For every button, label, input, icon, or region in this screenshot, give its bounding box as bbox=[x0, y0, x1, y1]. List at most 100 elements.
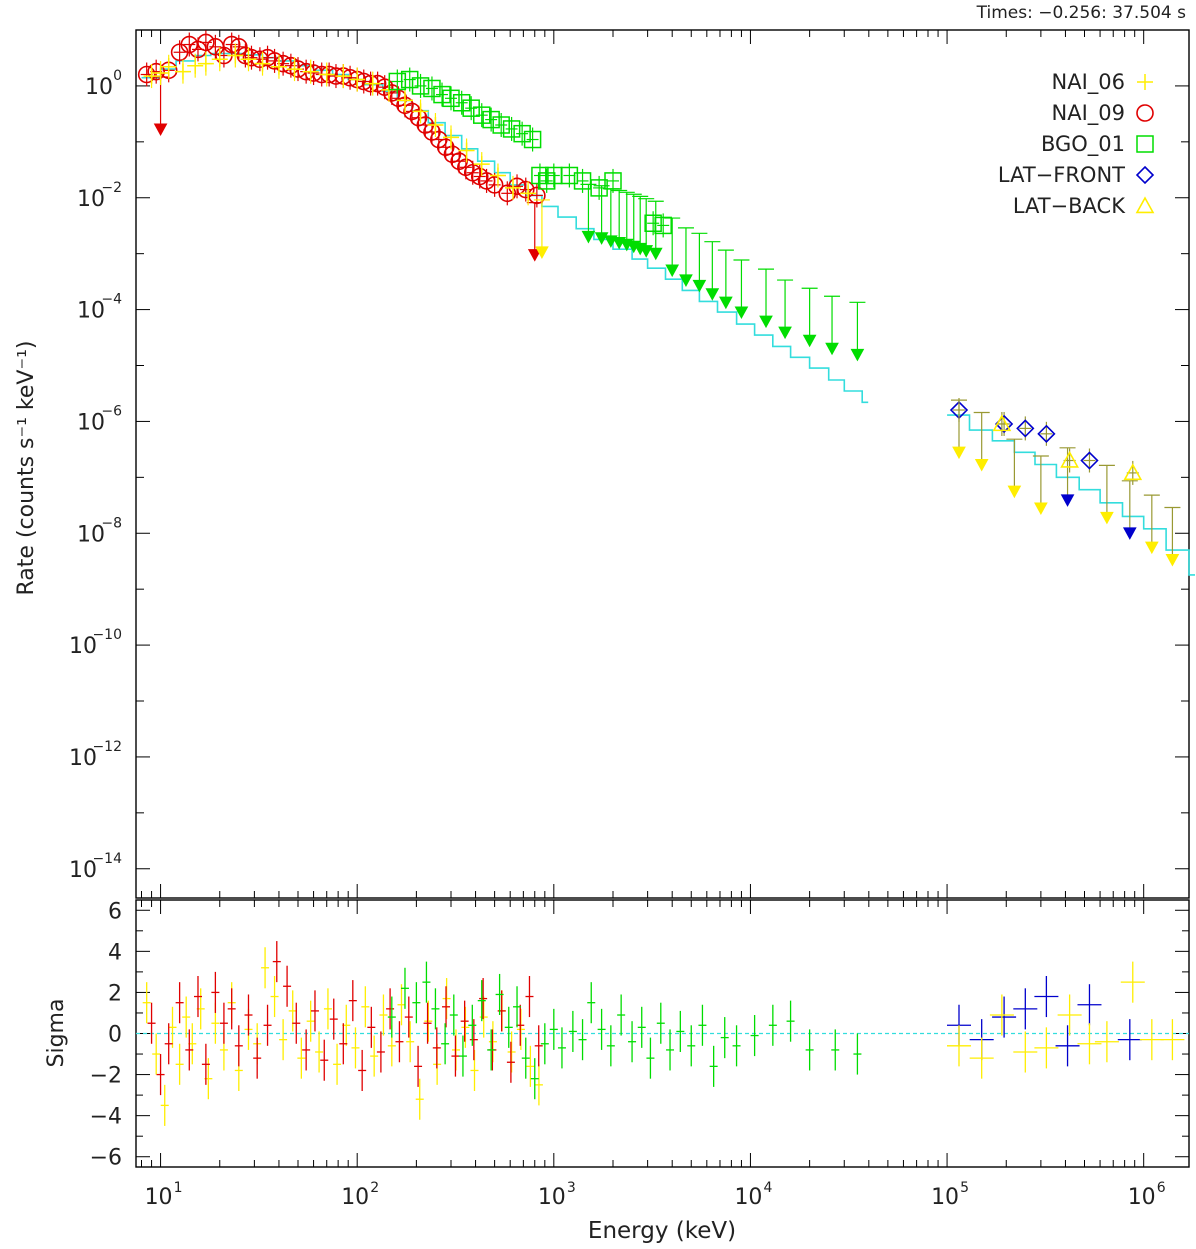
lat-front-upper-limit bbox=[1060, 494, 1075, 507]
bgo-01-point bbox=[462, 99, 480, 117]
nai-09-point bbox=[147, 62, 165, 81]
bgo-01-point bbox=[423, 79, 441, 98]
nai-09-point bbox=[137, 65, 156, 84]
y-axis-title-sigma: Sigma bbox=[44, 999, 69, 1068]
nai-06-point bbox=[240, 51, 257, 68]
lat-front-point bbox=[1016, 419, 1035, 438]
legend-marker bbox=[1136, 104, 1154, 122]
nai-06-point bbox=[174, 63, 191, 80]
spectrum-frame bbox=[135, 29, 1190, 899]
nai-06-point bbox=[318, 66, 335, 83]
bgo-01-point bbox=[492, 116, 510, 134]
nai-06-point bbox=[520, 185, 537, 202]
nai-06-point bbox=[143, 68, 160, 85]
y-tick-label: 10 bbox=[77, 187, 105, 212]
y-tick-label-exp: −8 bbox=[101, 515, 122, 531]
bgo-01-point bbox=[502, 120, 521, 138]
nai-09-point bbox=[389, 89, 408, 108]
x-tick-label: 10 bbox=[734, 1185, 762, 1210]
bgo-01-upper-limit bbox=[719, 296, 733, 310]
y-tick-label: 4 bbox=[108, 940, 122, 965]
bgo-01-upper-limit bbox=[825, 342, 839, 356]
bgo-01-point bbox=[411, 77, 430, 95]
nai-06-point bbox=[504, 179, 521, 196]
y-tick-label-exp: −2 bbox=[101, 180, 122, 196]
legend-marker bbox=[1136, 135, 1154, 153]
nai-06-point bbox=[412, 103, 429, 120]
x-tick-label-exp: 3 bbox=[567, 1180, 576, 1196]
x-tick-label: 10 bbox=[538, 1185, 566, 1210]
y-tick-label: −2 bbox=[90, 1064, 122, 1089]
bgo-01-point bbox=[452, 94, 471, 112]
nai-06-point bbox=[458, 142, 475, 159]
nai-09-point bbox=[443, 145, 462, 164]
bgo-01-upper-limit bbox=[778, 326, 792, 340]
x-tick-label: 10 bbox=[931, 1185, 959, 1210]
bgo-01-upper-limit bbox=[802, 334, 817, 348]
y-tick-label: 2 bbox=[108, 981, 122, 1006]
y-tick-label-exp: −12 bbox=[92, 739, 122, 755]
nai-06-point bbox=[160, 58, 177, 75]
nai-06-point bbox=[227, 47, 244, 64]
nai-06-point bbox=[427, 117, 444, 134]
lat-back-upper-limit bbox=[952, 446, 966, 460]
legend-label: BGO_01 bbox=[1041, 132, 1125, 157]
nai-09-point bbox=[383, 84, 401, 102]
bgo-01-upper-limit bbox=[679, 274, 693, 287]
lat-front-upper-limit bbox=[1122, 527, 1137, 540]
nai-06-point bbox=[302, 63, 319, 80]
y-tick-label: 10 bbox=[69, 746, 97, 771]
lat-back-upper-limit bbox=[1144, 541, 1159, 555]
bgo-01-point bbox=[482, 110, 500, 129]
bgo-01-upper-limit bbox=[665, 264, 680, 278]
y-tick-label: 10 bbox=[77, 299, 105, 324]
y-tick-label-exp: −4 bbox=[101, 292, 122, 308]
y-tick-label-exp: −10 bbox=[92, 627, 122, 643]
lat-back-upper-limit bbox=[1100, 511, 1114, 525]
bgo-01-point bbox=[644, 214, 662, 232]
bgo-01-point bbox=[537, 172, 556, 190]
bgo-01-upper-limit bbox=[648, 247, 663, 261]
bgo-01-upper-limit bbox=[759, 315, 773, 329]
x-axis-title: Energy (keV) bbox=[588, 1218, 736, 1244]
nai-09-point bbox=[516, 180, 535, 199]
bgo-01-point bbox=[472, 106, 491, 124]
bgo-01-point bbox=[433, 85, 451, 104]
nai-06-point bbox=[364, 75, 381, 92]
bgo-01-upper-limit bbox=[850, 348, 865, 362]
nai-09-point bbox=[508, 177, 526, 196]
x-tick-label: 10 bbox=[341, 1185, 369, 1210]
nai-09-point bbox=[436, 138, 455, 157]
times-label: Times: −0.256: 37.504 s bbox=[976, 3, 1187, 23]
x-tick-label-exp: 1 bbox=[174, 1180, 183, 1196]
y-tick-label: 10 bbox=[77, 410, 105, 435]
x-tick-label: 10 bbox=[145, 1185, 173, 1210]
lat-back-upper-limit bbox=[1034, 502, 1048, 516]
bgo-01-upper-limit bbox=[581, 230, 596, 244]
y-axis-title-rate: Rate (counts s⁻¹ keV⁻¹) bbox=[14, 341, 39, 596]
legend-label: NAI_06 bbox=[1052, 70, 1126, 95]
nai-09-point bbox=[354, 72, 373, 91]
nai-09-point bbox=[222, 35, 241, 54]
bgo-01-point bbox=[388, 72, 407, 91]
bgo-01-upper-limit bbox=[705, 288, 720, 301]
y-tick-label: −4 bbox=[90, 1105, 122, 1130]
lat-front-point bbox=[1037, 424, 1056, 443]
bgo-01-point bbox=[513, 124, 531, 143]
y-tick-label: 10 bbox=[69, 858, 97, 883]
lat-back-point bbox=[992, 414, 1012, 432]
x-tick-label-exp: 4 bbox=[763, 1180, 772, 1196]
nai-09-point bbox=[485, 176, 504, 194]
bgo-01-point bbox=[560, 166, 579, 185]
lat-back-point bbox=[1123, 463, 1143, 481]
nai-06-point bbox=[197, 55, 214, 72]
y-tick-label: 6 bbox=[108, 899, 122, 924]
nai-09-point bbox=[197, 33, 215, 52]
nai-06-point bbox=[396, 92, 413, 109]
nai-06-upper-limit bbox=[535, 246, 549, 259]
nai-09-point bbox=[180, 35, 199, 54]
nai-06-point bbox=[473, 156, 490, 173]
lat-back-point bbox=[1060, 450, 1079, 468]
lat-front-point bbox=[1080, 451, 1099, 470]
